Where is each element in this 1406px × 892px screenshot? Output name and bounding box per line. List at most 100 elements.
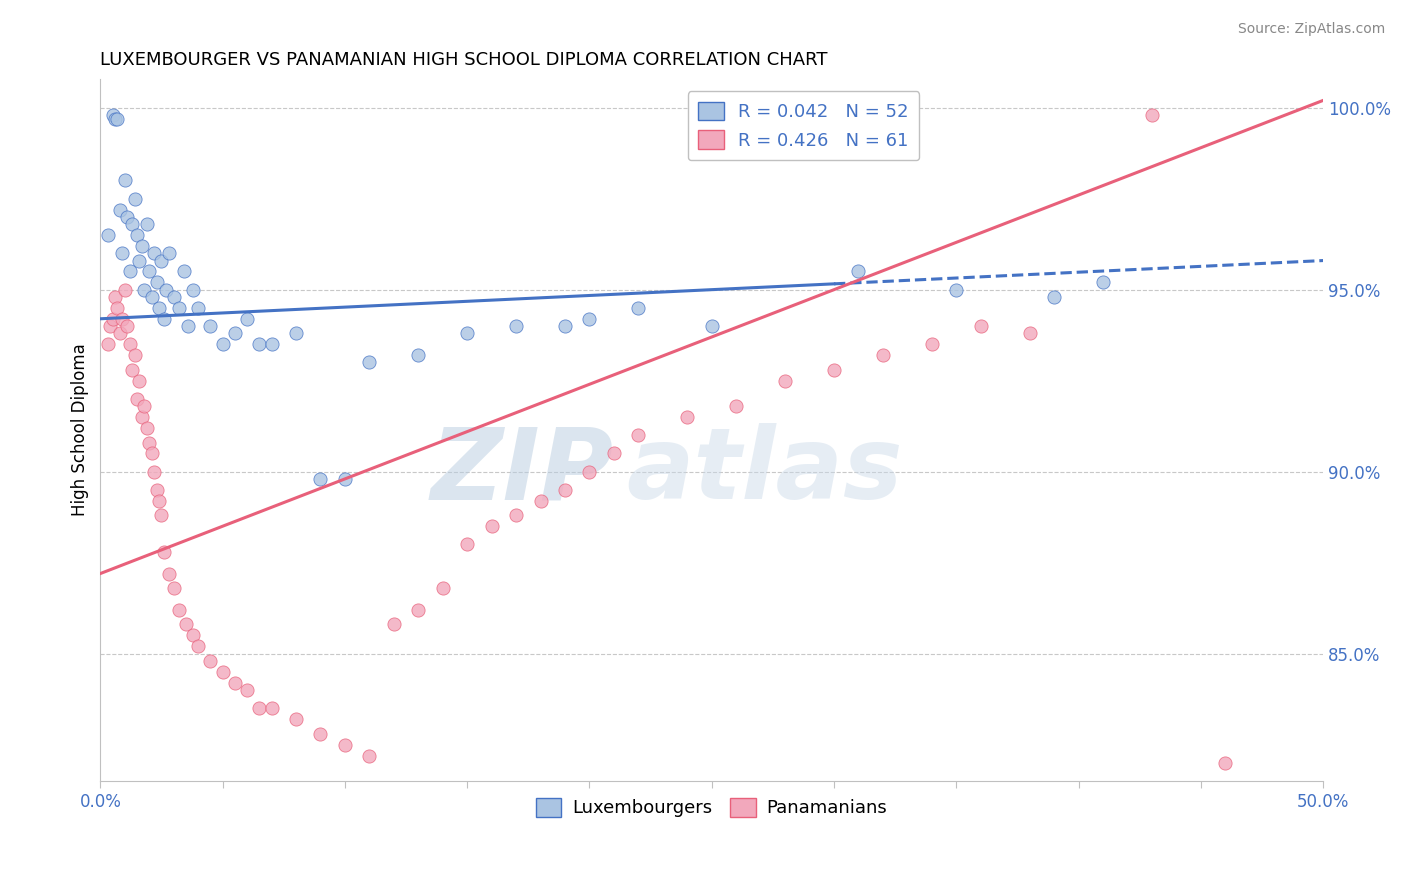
Point <box>224 675 246 690</box>
Point <box>148 301 170 315</box>
Point <box>153 545 176 559</box>
Point <box>554 483 576 497</box>
Point <box>211 665 233 679</box>
Text: LUXEMBOURGER VS PANAMANIAN HIGH SCHOOL DIPLOMA CORRELATION CHART: LUXEMBOURGER VS PANAMANIAN HIGH SCHOOL D… <box>100 51 828 69</box>
Point <box>554 319 576 334</box>
Point <box>247 701 270 715</box>
Point <box>117 210 139 224</box>
Point <box>153 311 176 326</box>
Point <box>173 264 195 278</box>
Point <box>143 465 166 479</box>
Point <box>125 228 148 243</box>
Point <box>505 508 527 523</box>
Point <box>187 301 209 315</box>
Point <box>309 472 332 486</box>
Point <box>121 362 143 376</box>
Point <box>921 337 943 351</box>
Point <box>285 326 308 341</box>
Point <box>247 337 270 351</box>
Point <box>359 748 381 763</box>
Point <box>108 202 131 217</box>
Point <box>333 472 356 486</box>
Point <box>121 217 143 231</box>
Point <box>236 311 259 326</box>
Point <box>97 228 120 243</box>
Point <box>114 173 136 187</box>
Point <box>529 493 551 508</box>
Point <box>1092 276 1115 290</box>
Point <box>456 537 478 551</box>
Point <box>141 290 163 304</box>
Point <box>167 603 190 617</box>
Point <box>359 355 381 369</box>
Point <box>872 348 894 362</box>
Point <box>200 654 222 668</box>
Point <box>131 410 153 425</box>
Point <box>118 337 141 351</box>
Point <box>157 566 180 581</box>
Point <box>138 264 160 278</box>
Point <box>406 603 429 617</box>
Point <box>285 712 308 726</box>
Point <box>945 283 967 297</box>
Point <box>155 283 177 297</box>
Point <box>138 435 160 450</box>
Point <box>117 319 139 334</box>
Point <box>163 290 186 304</box>
Point <box>134 399 156 413</box>
Point <box>627 301 650 315</box>
Point <box>125 392 148 406</box>
Point <box>101 108 124 122</box>
Point <box>141 446 163 460</box>
Point <box>481 519 503 533</box>
Point <box>163 581 186 595</box>
Point <box>131 239 153 253</box>
Point <box>676 410 699 425</box>
Point <box>456 326 478 341</box>
Point <box>848 264 870 278</box>
Point <box>128 374 150 388</box>
Point <box>725 399 748 413</box>
Point <box>128 253 150 268</box>
Point <box>145 276 167 290</box>
Point <box>260 701 283 715</box>
Point <box>111 311 134 326</box>
Point <box>104 112 127 126</box>
Point <box>150 253 173 268</box>
Point <box>1213 756 1236 770</box>
Point <box>145 483 167 497</box>
Point <box>224 326 246 341</box>
Point <box>181 283 204 297</box>
Point <box>118 264 141 278</box>
Point <box>134 283 156 297</box>
Text: atlas: atlas <box>626 424 903 520</box>
Point <box>211 337 233 351</box>
Point <box>309 727 332 741</box>
Point <box>627 428 650 442</box>
Text: ZIP: ZIP <box>430 424 614 520</box>
Point <box>104 290 127 304</box>
Point <box>124 348 146 362</box>
Y-axis label: High School Diploma: High School Diploma <box>72 343 89 516</box>
Point <box>187 640 209 654</box>
Point <box>1140 108 1163 122</box>
Point <box>1043 290 1066 304</box>
Point <box>603 446 626 460</box>
Point <box>260 337 283 351</box>
Point <box>773 374 796 388</box>
Point <box>111 246 134 260</box>
Point <box>97 337 120 351</box>
Point <box>177 319 200 334</box>
Point <box>174 617 197 632</box>
Point <box>124 192 146 206</box>
Point <box>970 319 993 334</box>
Point <box>101 311 124 326</box>
Text: Source: ZipAtlas.com: Source: ZipAtlas.com <box>1237 22 1385 37</box>
Point <box>143 246 166 260</box>
Point <box>150 508 173 523</box>
Point <box>181 628 204 642</box>
Point <box>167 301 190 315</box>
Point <box>148 493 170 508</box>
Point <box>382 617 405 632</box>
Point <box>114 283 136 297</box>
